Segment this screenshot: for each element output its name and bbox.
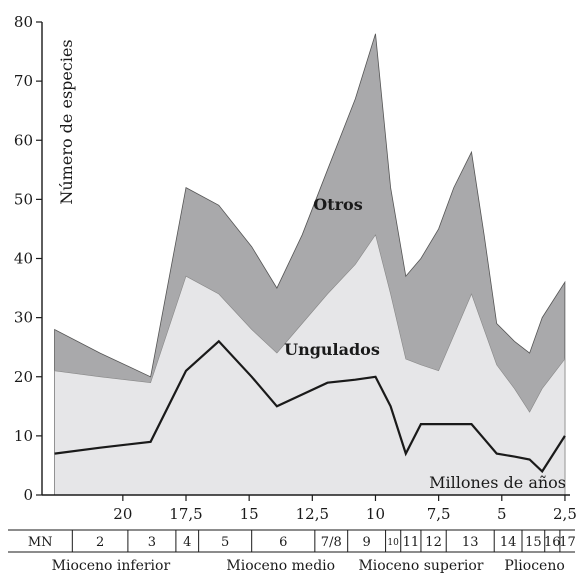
mn-unit-label: 9 xyxy=(362,535,370,550)
x-axis-title: Millones de años xyxy=(429,473,566,492)
y-tick-label: 10 xyxy=(14,427,33,445)
x-ticks: 20 17,5 15 12,5 10 7,5 5 2,5 xyxy=(113,495,577,523)
mn-unit-label: MN xyxy=(28,535,53,550)
mn-unit-label: 2 xyxy=(96,535,104,550)
epoch-label: Mioceno superior xyxy=(358,558,483,574)
x-tick-label: 2,5 xyxy=(553,505,577,523)
x-tick-label: 17,5 xyxy=(169,505,202,523)
y-tick-label: 50 xyxy=(14,190,33,208)
x-tick-label: 5 xyxy=(497,505,507,523)
epoch-label: Mioceno medio xyxy=(226,558,335,574)
y-tick-label: 80 xyxy=(14,13,33,31)
mn-unit-label: 11 xyxy=(403,535,420,550)
x-tick-label: 12,5 xyxy=(296,505,329,523)
mn-unit-label: 13 xyxy=(462,535,479,550)
mn-unit-label: 14 xyxy=(500,535,517,550)
y-axis-title: Número de especies xyxy=(57,39,76,204)
x-tick-label: 20 xyxy=(113,505,132,523)
mn-unit-label: 4 xyxy=(183,535,191,550)
label-ungulates: Ungulados xyxy=(284,340,380,359)
x-tick-label: 7,5 xyxy=(427,505,451,523)
y-tick-label: 70 xyxy=(14,72,33,90)
plot-area xyxy=(54,33,566,496)
epoch-label: Plioceno xyxy=(504,558,564,574)
epoch-label: Mioceno inferior xyxy=(52,558,171,574)
y-tick-label: 60 xyxy=(14,131,33,149)
mn-unit-label: 10 xyxy=(387,538,399,548)
x-tick-label: 15 xyxy=(240,505,259,523)
y-tick-label: 20 xyxy=(14,368,33,386)
y-tick-label: 0 xyxy=(23,486,33,504)
label-others: Otros xyxy=(313,195,362,214)
mn-unit-label: 15 xyxy=(525,535,542,550)
axes: 0 10 20 30 40 50 60 70 80 20 17,5 15 12,5 10 7,5 5 2,5 xyxy=(14,13,577,523)
mn-unit-label: 7/8 xyxy=(321,535,342,550)
area-ungulates xyxy=(54,234,566,496)
mn-unit-label: 16 xyxy=(544,535,561,550)
line-series xyxy=(54,339,566,474)
epoch-row: Mioceno inferior Mioceno medio Mioceno sup… xyxy=(52,558,565,574)
mn-unit-label: 3 xyxy=(148,535,156,550)
y-tick-label: 40 xyxy=(14,250,33,268)
mn-unit-label: 12 xyxy=(425,535,442,550)
mn-unit-label: 5 xyxy=(221,535,229,550)
y-ticks: 0 10 20 30 40 50 60 70 80 xyxy=(14,13,42,504)
x-tick-label: 10 xyxy=(366,505,385,523)
y-tick-label: 30 xyxy=(14,309,33,327)
mn-unit-label: 6 xyxy=(279,535,287,550)
mn-unit-label: 17 xyxy=(559,535,576,550)
